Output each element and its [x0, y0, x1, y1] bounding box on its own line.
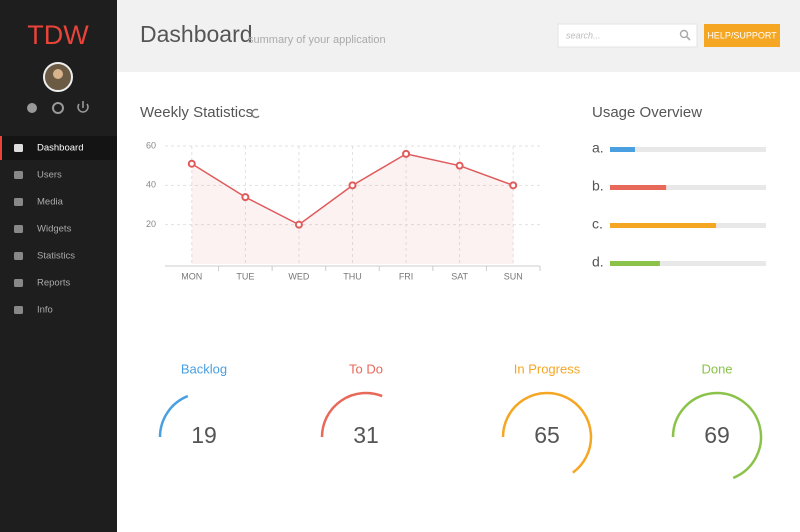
point[interactable]	[402, 149, 411, 158]
nav-icon	[14, 171, 23, 179]
gauge-arc	[320, 391, 383, 438]
settings-icon[interactable]	[52, 102, 64, 114]
x-tick-label: MON	[181, 271, 202, 281]
nav-label[interactable]: Info	[37, 305, 53, 316]
refresh-icon[interactable]	[251, 108, 260, 119]
nav-label[interactable]: Reports	[37, 278, 71, 289]
nav-active-marker	[0, 136, 2, 160]
nav-icon	[14, 198, 23, 206]
search-icon	[679, 29, 689, 39]
x-tick-label: THU	[343, 271, 362, 281]
page-title: Dashboard	[140, 21, 253, 47]
nav-icon	[14, 252, 23, 260]
weekly-title: Weekly Statistics	[140, 104, 253, 121]
nav-label[interactable]: Statistics	[37, 251, 75, 262]
area	[191, 153, 514, 264]
gauge-title: Done	[701, 361, 732, 376]
nav-icon	[14, 225, 23, 233]
point[interactable]	[187, 159, 196, 168]
gauge-arc	[158, 394, 189, 438]
usage-bar	[610, 261, 660, 266]
y-tick-label: 60	[146, 140, 156, 150]
point[interactable]	[294, 220, 303, 229]
usage-label: b.	[592, 178, 604, 194]
nav-label[interactable]: Media	[37, 197, 64, 208]
help-button-label: HELP/SUPPORT	[707, 30, 777, 40]
usage-label: c.	[592, 216, 603, 232]
nav-icon	[14, 279, 23, 287]
nav-icon	[14, 144, 23, 152]
gauge-title: In Progress	[514, 361, 581, 376]
y-tick-label: 40	[146, 180, 156, 190]
avatar-face	[53, 69, 63, 79]
usage-bar	[610, 185, 667, 190]
gauge-value: 19	[191, 422, 217, 448]
gauge-title: Backlog	[181, 361, 227, 376]
power-icon[interactable]	[77, 101, 89, 113]
x-tick-label: TUE	[236, 271, 254, 281]
search-box[interactable]	[557, 23, 698, 48]
usage-title: Usage Overview	[592, 104, 702, 121]
usage-track	[610, 185, 766, 190]
y-tick-label: 20	[146, 219, 156, 229]
gauge-title: To Do	[349, 361, 383, 376]
usage-bar	[610, 147, 635, 152]
gauge-value: 69	[704, 422, 730, 448]
x-tick-label: SUN	[504, 271, 523, 281]
nav-icon	[14, 306, 23, 314]
x-tick-label: FRI	[399, 271, 414, 281]
page-subtitle: summary of your application	[248, 34, 386, 46]
point[interactable]	[241, 193, 250, 202]
usage-track	[610, 261, 766, 266]
gauge-arc	[671, 391, 763, 480]
usage-label: d.	[592, 254, 604, 270]
usage-track	[610, 147, 766, 152]
nav-label[interactable]: Widgets	[37, 224, 72, 235]
usage-bar	[610, 223, 717, 228]
upload-icon[interactable]	[27, 103, 37, 113]
point[interactable]	[348, 181, 357, 190]
gauge-arc	[501, 391, 593, 474]
nav-label[interactable]: Dashboard	[37, 143, 83, 154]
gauge-value: 65	[534, 422, 560, 448]
nav-label[interactable]: Users	[37, 170, 62, 181]
search-icon-handle	[685, 35, 691, 41]
gauge-value: 31	[353, 422, 379, 448]
point[interactable]	[509, 181, 518, 190]
search-placeholder: search...	[566, 30, 601, 40]
usage-label: a.	[592, 140, 604, 156]
x-tick-label: WED	[288, 271, 309, 281]
logo: TDW	[27, 20, 89, 50]
point[interactable]	[455, 161, 464, 170]
help-button[interactable]	[704, 24, 780, 47]
x-tick-label: SAT	[451, 271, 468, 281]
